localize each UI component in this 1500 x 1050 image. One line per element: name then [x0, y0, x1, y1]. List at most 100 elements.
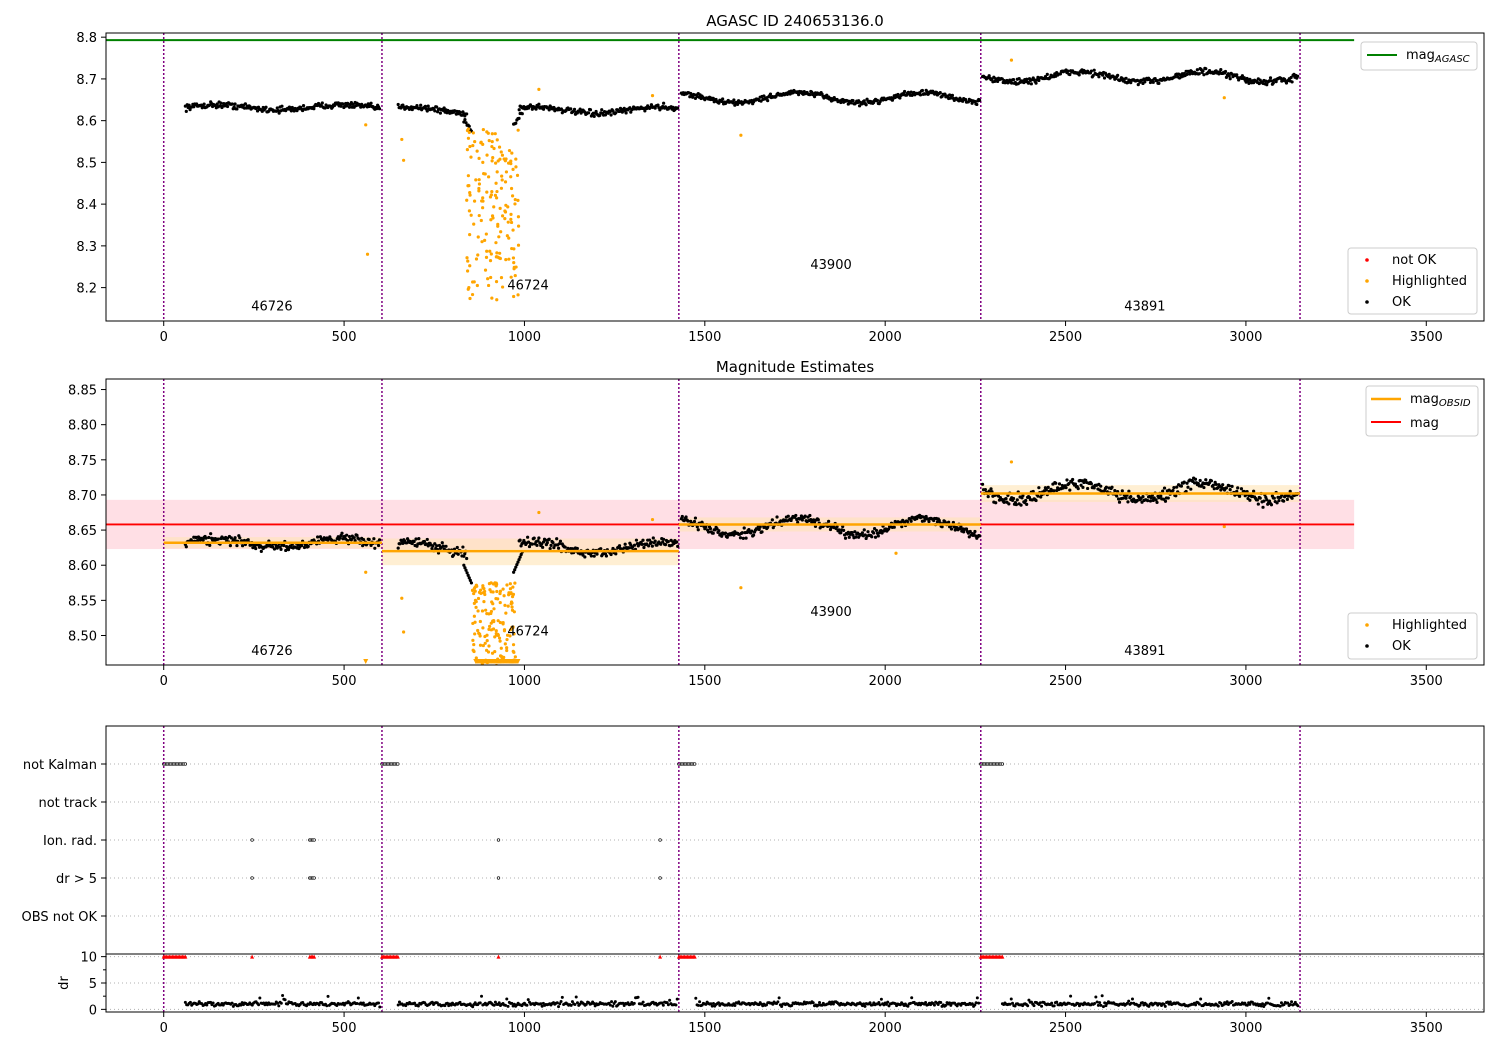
- ok-point: [980, 482, 985, 486]
- highlighted-point: [493, 132, 497, 136]
- highlighted-point: [1009, 460, 1014, 464]
- ok-point: [435, 105, 439, 109]
- legend-label-mag-obsid: magOBSID: [1410, 392, 1471, 409]
- dr-point: [1008, 1002, 1012, 1006]
- dr-point: [510, 1001, 514, 1005]
- highlighted-point: [480, 609, 485, 613]
- highlighted-point: [484, 232, 488, 236]
- ok-point: [594, 109, 598, 114]
- highlighted-point: [485, 153, 489, 157]
- ok-point: [438, 111, 442, 115]
- ok-point: [862, 528, 866, 532]
- ok-point: [964, 527, 969, 531]
- dr-point: [1098, 1001, 1102, 1005]
- ok-point: [1099, 484, 1103, 488]
- obsid-label: 43900: [810, 605, 851, 620]
- dr-point: [1261, 1002, 1265, 1006]
- highlighted-point: [466, 259, 470, 263]
- dr-point: [445, 1001, 449, 1005]
- ok-point: [1151, 498, 1155, 503]
- flag-row-label: not Kalman: [23, 758, 97, 773]
- ok-point: [592, 554, 596, 558]
- ok-point: [419, 103, 423, 107]
- ok-point: [1272, 496, 1276, 500]
- legend-marker-ok: [1365, 644, 1369, 648]
- ok-point: [892, 525, 896, 529]
- highlighted-point: [495, 138, 499, 142]
- plot-area: 46726 46724 43900 43891: [106, 379, 1355, 665]
- ok-point: [456, 552, 460, 556]
- ok-point: [277, 111, 281, 115]
- highlighted-point: [509, 591, 513, 595]
- ok-point: [937, 518, 941, 523]
- highlighted-point: [482, 586, 486, 591]
- x-tick-label: 2500: [1049, 674, 1082, 689]
- y-tick-label: 8.55: [68, 594, 97, 609]
- ok-point: [451, 553, 456, 557]
- ok-point: [1204, 478, 1208, 482]
- ok-point: [876, 534, 880, 538]
- y-tick-label: 8.2: [76, 282, 97, 297]
- highlighted-point: [468, 296, 472, 301]
- dr-point: [526, 998, 530, 1002]
- highlighted-point: [498, 256, 502, 261]
- ok-point: [1154, 498, 1158, 502]
- ok-point: [1124, 496, 1128, 500]
- highlighted-point: [472, 280, 476, 284]
- highlighted-point: [508, 582, 512, 586]
- ok-point: [775, 515, 779, 519]
- highlighted-point: [500, 654, 504, 659]
- ok-point: [192, 105, 196, 109]
- ok-point: [880, 531, 884, 535]
- ok-point: [651, 536, 655, 540]
- dr-point: [396, 1003, 400, 1007]
- dr-point: [480, 994, 484, 998]
- ok-point: [1076, 487, 1080, 491]
- ok-point: [376, 543, 381, 548]
- ok-point: [340, 531, 344, 535]
- dr-point: [608, 1003, 612, 1007]
- ok-point: [1082, 480, 1086, 485]
- highlighted-point: [537, 87, 541, 91]
- ok-point: [1034, 81, 1038, 85]
- highlighted-point: [505, 583, 509, 587]
- ok-point: [1121, 496, 1125, 500]
- ok-point: [1221, 483, 1225, 487]
- ok-point: [794, 513, 798, 518]
- dr-point: [413, 1001, 417, 1005]
- dr-point: [574, 995, 578, 999]
- obsid-label: 43891: [1124, 644, 1165, 659]
- ok-point: [1057, 482, 1062, 486]
- highlighted-point: [475, 149, 479, 153]
- ok-point: [708, 527, 713, 531]
- ok-point: [1155, 500, 1159, 505]
- ok-point: [1166, 496, 1170, 500]
- highlighted-point: [486, 277, 490, 281]
- highlighted-point: [510, 151, 514, 155]
- dr-point: [621, 1001, 625, 1005]
- ok-point: [592, 114, 596, 118]
- ok-point: [1290, 496, 1294, 500]
- ok-point: [469, 581, 474, 585]
- ok-point: [851, 533, 855, 537]
- ok-point: [462, 554, 466, 558]
- highlighted-point: [499, 230, 503, 234]
- highlighted-point: [512, 261, 516, 265]
- ok-point: [547, 537, 551, 541]
- ok-point: [862, 99, 866, 103]
- highlighted-point: [481, 196, 485, 200]
- dr-point: [1168, 1000, 1172, 1004]
- ok-point: [723, 531, 728, 535]
- highlighted-point: [472, 222, 476, 226]
- ok-point: [1271, 81, 1275, 85]
- legend-marker-ok: [1365, 300, 1369, 304]
- dr-capped-marker: [496, 954, 501, 959]
- ok-point: [1091, 73, 1095, 78]
- ok-point: [415, 103, 419, 108]
- ok-point: [520, 112, 524, 116]
- ok-point: [461, 545, 465, 549]
- ok-point: [808, 93, 812, 97]
- dr-point: [877, 1000, 881, 1004]
- ok-point: [1143, 80, 1147, 84]
- ok-point: [994, 501, 998, 505]
